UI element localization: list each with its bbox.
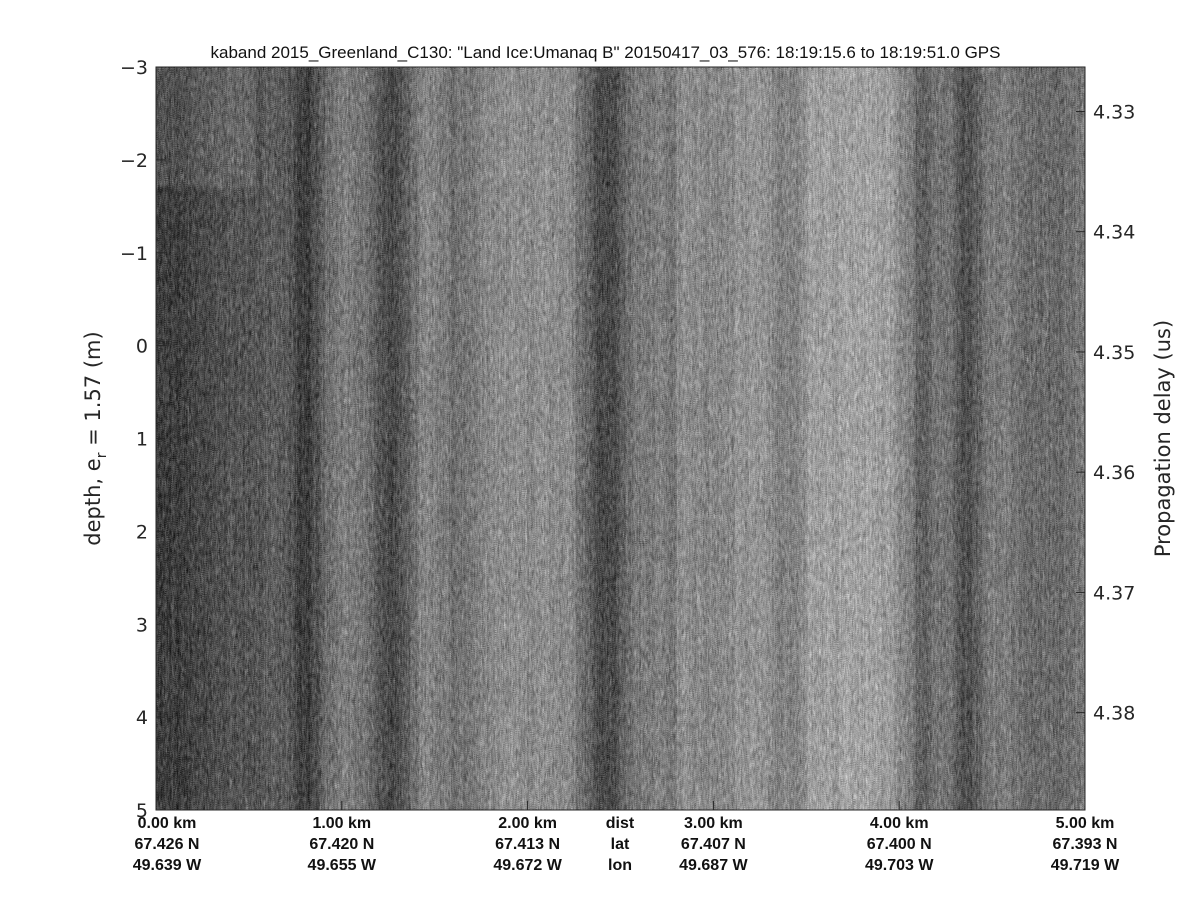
x-tick-lon: 49.655 W [308, 857, 377, 874]
x-tick-lon: 49.703 W [865, 857, 934, 874]
x-tick-lat: 67.420 N [309, 836, 374, 853]
x-tick-lat: 67.400 N [867, 836, 932, 853]
y-tick-label: 0 [136, 336, 148, 358]
x-tick-lon: 49.639 W [133, 857, 202, 874]
y2-tick-label: 4.37 [1093, 582, 1135, 604]
x-tick-dist: 1.00 km [312, 815, 371, 832]
y2-axis-label: Propagation delay (us) [1151, 320, 1175, 557]
y2-tick-label: 4.33 [1093, 101, 1135, 123]
y-tick-label: 1 [136, 429, 148, 451]
x-tick-dist: 2.00 km [498, 815, 557, 832]
x-tick-lat: 67.426 N [135, 836, 200, 853]
y2-tick-label: 4.38 [1093, 703, 1135, 725]
x-tick-dist: 4.00 km [870, 815, 929, 832]
row-label-dist: dist [606, 815, 635, 832]
x-tick-dist: 3.00 km [684, 815, 743, 832]
y-tick-label: −2 [120, 150, 148, 172]
y-tick-label: −3 [120, 57, 148, 79]
x-tick-lat: 67.413 N [495, 836, 560, 853]
chart-title: kaband 2015_Greenland_C130: "Land Ice:Um… [211, 43, 1001, 62]
x-tick-lat: 67.393 N [1053, 836, 1118, 853]
y-axis-label: depth, er = 1.57 (m) [81, 331, 110, 545]
row-label-lat: lat [611, 836, 630, 853]
y2-tick-label: 4.34 [1093, 222, 1135, 244]
x-tick-lon: 49.719 W [1051, 857, 1120, 874]
y-tick-label: 4 [136, 707, 148, 729]
x-tick-lon: 49.687 W [679, 857, 748, 874]
x-tick-lat: 67.407 N [681, 836, 746, 853]
y-tick-label: −1 [120, 243, 148, 265]
y-tick-label: 2 [136, 521, 148, 543]
x-tick-dist: 0.00 km [138, 815, 197, 832]
y2-tick-label: 4.35 [1093, 342, 1135, 364]
x-tick-lon: 49.672 W [493, 857, 562, 874]
y2-tick-label: 4.36 [1093, 462, 1135, 484]
y-tick-label: 3 [136, 614, 148, 636]
x-tick-dist: 5.00 km [1056, 815, 1115, 832]
row-label-lon: lon [608, 857, 632, 874]
plot-frame [156, 67, 1085, 810]
